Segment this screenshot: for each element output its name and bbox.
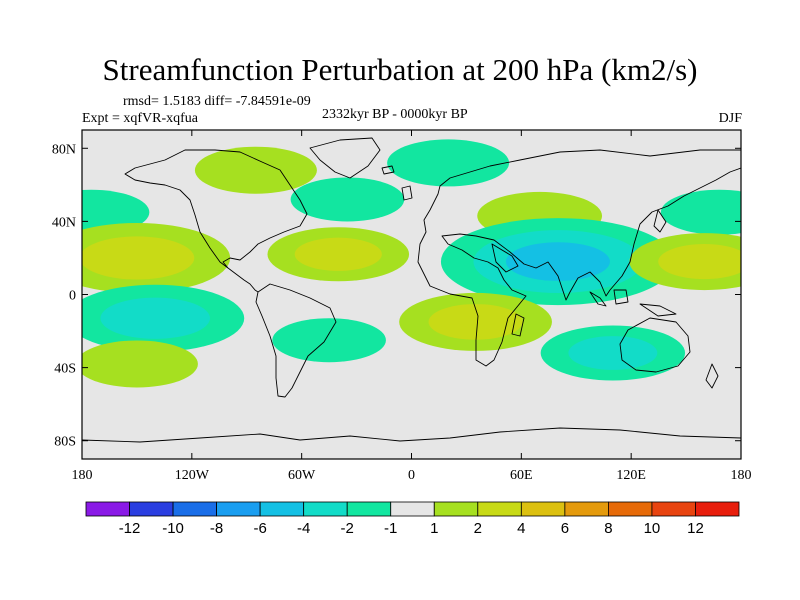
plot-frame bbox=[81, 129, 742, 460]
anomaly-contour bbox=[82, 340, 198, 388]
anomaly-contour bbox=[568, 336, 658, 370]
colorbar-label: 4 bbox=[517, 520, 525, 537]
coast-australia bbox=[619, 317, 691, 373]
coast-central-america bbox=[227, 267, 259, 293]
coast-iceland bbox=[381, 165, 395, 175]
axis-ticks: 180 120W 60W 0 60E 120E 180 80N 40N 0 40S 80S bbox=[52, 130, 752, 483]
x-tick-label: 0 bbox=[408, 468, 415, 483]
anomaly-center bbox=[82, 340, 198, 388]
anomaly-contour bbox=[82, 236, 195, 280]
coast-new-zealand bbox=[705, 363, 719, 389]
colorbar-label: -10 bbox=[162, 520, 184, 537]
coast-arabia bbox=[491, 243, 519, 273]
anomaly-contour bbox=[100, 297, 210, 339]
coast-greenland bbox=[309, 137, 381, 179]
coast-north-america bbox=[124, 149, 308, 269]
period-label: 2332kyr BP - 0000kyr BP bbox=[322, 107, 468, 122]
x-tick-label: 180 bbox=[72, 468, 93, 483]
anomaly-contour bbox=[294, 237, 382, 271]
anomaly-center bbox=[290, 177, 405, 222]
y-tick-label: 80S bbox=[54, 435, 76, 450]
anomaly-contour bbox=[658, 244, 741, 280]
anomaly-layer bbox=[82, 139, 741, 388]
experiment-label: Expt = xqfVR-xqfua bbox=[82, 111, 198, 126]
colorbar-label: 8 bbox=[604, 520, 612, 537]
coast-south-america bbox=[255, 283, 337, 398]
colorbar-swatch bbox=[303, 501, 348, 517]
anomaly-contour bbox=[272, 318, 386, 363]
colorbar-swatch bbox=[477, 501, 522, 517]
x-tick-label: 120E bbox=[616, 468, 646, 483]
anomaly-center bbox=[540, 325, 686, 381]
stats-text: rmsd= 1.5183 diff= -7.84591e-09 bbox=[123, 94, 311, 109]
anomaly-center bbox=[387, 139, 510, 187]
anomaly-center bbox=[629, 233, 741, 291]
colorbar-label: -1 bbox=[384, 520, 397, 537]
anomaly-contour bbox=[387, 139, 510, 187]
coast-eurasia-africa bbox=[417, 149, 741, 367]
colorbar-swatch bbox=[520, 501, 566, 517]
anomaly-center bbox=[82, 284, 245, 352]
colorbar: -12 -10 -8 -6 -4 -2 -1 1 2 4 6 8 10 12 bbox=[85, 501, 740, 537]
colorbar-swatch bbox=[259, 501, 305, 517]
colorbar-swatch bbox=[216, 501, 261, 517]
y-tick-label: 40S bbox=[54, 362, 76, 377]
colorbar-swatch bbox=[651, 501, 696, 517]
colorbar-label: -8 bbox=[210, 520, 223, 537]
anomaly-center bbox=[272, 318, 386, 363]
colorbar-swatch bbox=[608, 501, 653, 517]
coast-borneo bbox=[613, 289, 629, 305]
anomaly-center bbox=[194, 146, 317, 194]
coast-uk bbox=[401, 185, 413, 201]
colorbar-swatch bbox=[564, 501, 609, 517]
colorbar-swatch bbox=[433, 501, 479, 517]
colorbar-label: -12 bbox=[119, 520, 141, 537]
y-tick-label: 80N bbox=[52, 142, 76, 157]
coast-sumatra bbox=[589, 291, 607, 307]
colorbar-label: 2 bbox=[474, 520, 482, 537]
anomaly-contour bbox=[660, 189, 741, 235]
coast-new-guinea bbox=[639, 303, 677, 317]
anomaly-contour bbox=[428, 304, 523, 340]
anomaly-center bbox=[267, 227, 410, 282]
anomaly-center bbox=[440, 218, 675, 306]
anomaly-contour bbox=[505, 242, 610, 281]
colorbar-label: 12 bbox=[687, 520, 704, 537]
anomaly-center bbox=[399, 292, 552, 351]
y-tick-label: 40N bbox=[52, 215, 76, 230]
colorbar-label: 6 bbox=[561, 520, 569, 537]
season-label: DJF bbox=[718, 111, 742, 126]
colorbar-swatch bbox=[172, 501, 217, 517]
colorbar-label: -6 bbox=[253, 520, 266, 537]
coast-madagascar bbox=[511, 313, 525, 337]
colorbar-label: -4 bbox=[297, 520, 310, 537]
anomaly-center bbox=[82, 222, 231, 293]
colorbar-swatch bbox=[390, 501, 435, 517]
colorbar-label: 1 bbox=[430, 520, 438, 537]
x-tick-label: 120W bbox=[175, 468, 210, 483]
y-tick-label: 0 bbox=[69, 289, 76, 304]
chart-title: Streamfunction Perturbation at 200 hPa (… bbox=[102, 52, 698, 87]
colorbar-swatch bbox=[346, 501, 392, 517]
colorbar-label: 10 bbox=[644, 520, 661, 537]
colorbar-swatch bbox=[695, 501, 740, 517]
anomaly-contour bbox=[194, 146, 317, 194]
anomaly-center bbox=[660, 189, 741, 235]
anomaly-contour bbox=[290, 177, 405, 222]
x-tick-label: 60E bbox=[510, 468, 533, 483]
coast-antarctica bbox=[82, 427, 741, 443]
x-tick-label: 180 bbox=[731, 468, 752, 483]
coastlines bbox=[82, 137, 741, 443]
colorbar-swatch bbox=[129, 501, 174, 517]
x-tick-label: 60W bbox=[288, 468, 316, 483]
colorbar-swatch bbox=[85, 501, 130, 517]
colorbar-label: -2 bbox=[341, 520, 354, 537]
coast-japan bbox=[653, 209, 667, 233]
